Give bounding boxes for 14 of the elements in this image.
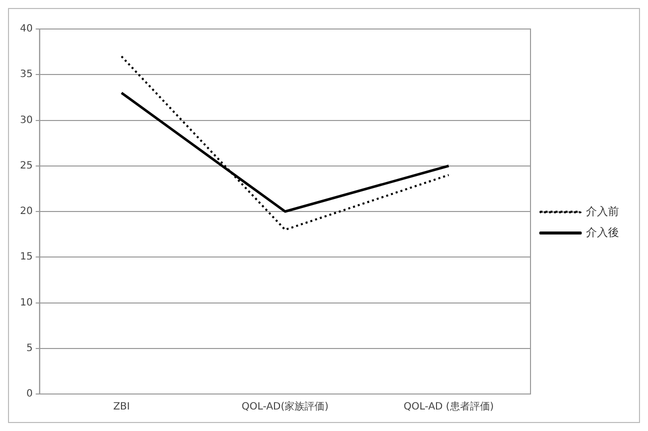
- y-tick-label: 35: [20, 69, 33, 80]
- y-tick-label: 5: [26, 342, 33, 354]
- x-tick-label: QOL-AD (患者評価): [404, 400, 494, 413]
- y-tick-label: 25: [20, 160, 33, 172]
- y-tick-label: 40: [20, 24, 33, 35]
- legend-label: 介入後: [586, 226, 619, 239]
- x-tick-label: ZBI: [113, 402, 130, 413]
- x-tick-label: QOL-AD(家族評価): [242, 400, 329, 413]
- y-tick-label: 15: [20, 252, 33, 263]
- y-tick-label: 0: [26, 388, 33, 400]
- y-tick-label: 10: [20, 297, 33, 308]
- y-tick-label: 30: [20, 114, 33, 126]
- legend-label: 介入前: [586, 204, 619, 218]
- y-tick-label: 20: [20, 206, 33, 218]
